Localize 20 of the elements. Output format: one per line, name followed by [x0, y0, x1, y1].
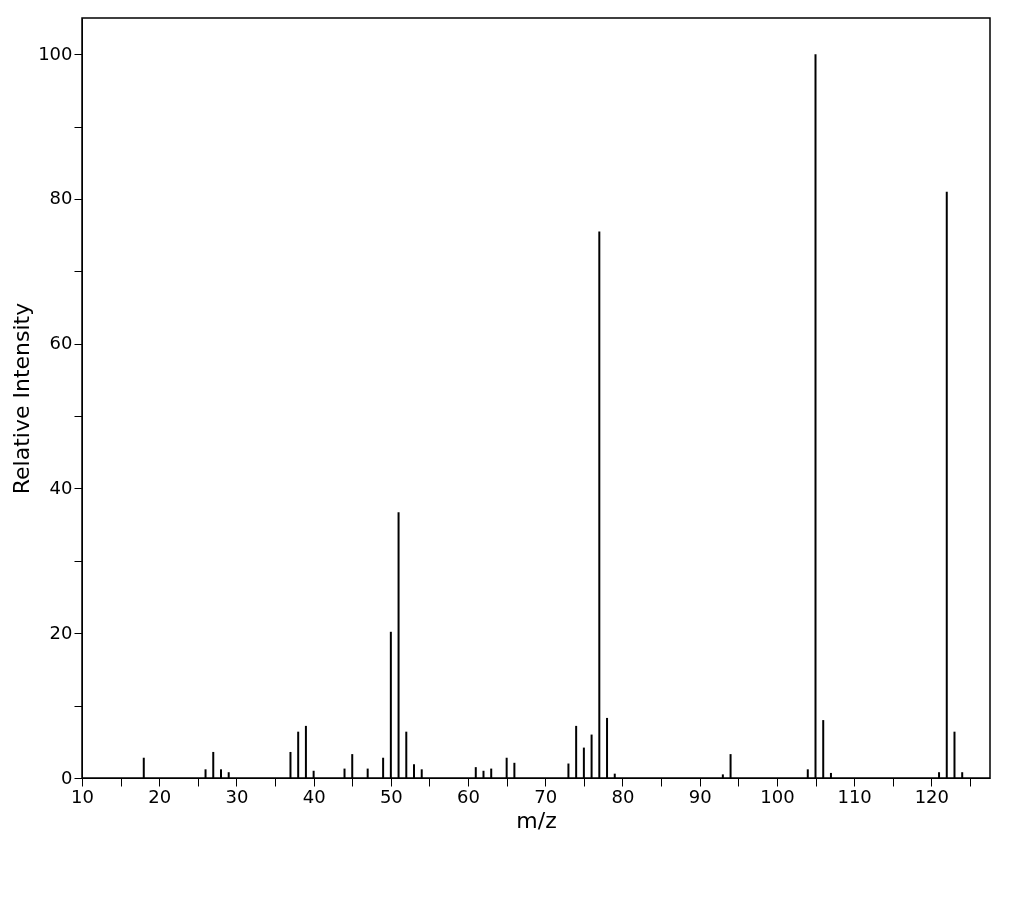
x-tick-label: 20 [148, 785, 172, 807]
y-tick-label: 80 [49, 187, 73, 209]
x-tick-label: 60 [457, 785, 481, 807]
x-tick-label: 10 [71, 785, 94, 807]
x-tick-label: 100 [760, 785, 795, 807]
y-tick-label: 40 [49, 476, 73, 498]
x-tick-label: 30 [225, 785, 249, 807]
x-tick-label: 120 [914, 785, 949, 807]
y-tick-label: 60 [49, 332, 73, 354]
x-tick-label: 40 [302, 785, 326, 807]
y-tick-label: 100 [38, 42, 73, 64]
x-axis-title: m/z [516, 807, 557, 833]
x-tick-label: 50 [379, 785, 403, 807]
y-tick-label: 20 [49, 621, 73, 643]
y-axis-title: Relative Intensity [9, 302, 35, 495]
x-tick-label: 70 [534, 785, 558, 807]
x-tick-label: 80 [611, 785, 635, 807]
x-tick-label: 110 [837, 785, 872, 807]
x-tick-label: 90 [688, 785, 712, 807]
y-tick-label: 0 [61, 766, 73, 788]
